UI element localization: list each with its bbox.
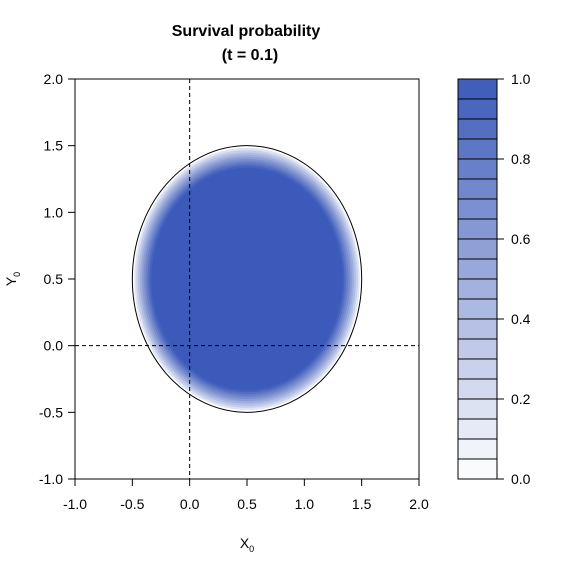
heatmap-bands xyxy=(132,146,361,413)
chart-title-line2: (t = 0.1) xyxy=(222,47,278,64)
colorbar-cell xyxy=(458,99,497,119)
colorbar-cell xyxy=(458,339,497,359)
colorbar-cell xyxy=(458,359,497,379)
y-tick-label: -0.5 xyxy=(39,404,63,420)
colorbar-cell xyxy=(458,119,497,139)
colorbar-cell xyxy=(458,259,497,279)
colorbar-tick-label: 0.2 xyxy=(511,391,531,407)
y-tick-label: 2.0 xyxy=(44,71,64,87)
x-tick-label: -1.0 xyxy=(63,496,87,512)
colorbar-cell xyxy=(458,439,497,459)
y-axis: -1.0 -0.5 0.0 0.5 1.0 1.5 2.0 xyxy=(39,71,75,487)
colorbar-tick-label: 0.8 xyxy=(511,151,531,167)
x-tick-label: -0.5 xyxy=(120,496,144,512)
x-tick-label: 0.0 xyxy=(180,496,200,512)
x-tick-label: 2.0 xyxy=(409,496,429,512)
x-tick-label: 0.5 xyxy=(237,496,257,512)
colorbar-tick-label: 0.4 xyxy=(511,311,531,327)
colorbar-cell xyxy=(458,79,497,99)
colorbar-cell xyxy=(458,399,497,419)
y-tick-label: 1.0 xyxy=(44,204,64,220)
x-tick-label: 1.5 xyxy=(352,496,372,512)
colorbar-cell xyxy=(458,379,497,399)
x-axis-label-subscript: 0 xyxy=(249,544,254,554)
colorbar-cell xyxy=(458,179,497,199)
colorbar-cell xyxy=(458,219,497,239)
plot-area xyxy=(75,79,419,479)
y-tick-label: -1.0 xyxy=(39,471,63,487)
heatmap-band xyxy=(245,277,249,281)
y-tick-label: 0.5 xyxy=(44,271,64,287)
colorbar-cell xyxy=(458,139,497,159)
colorbar-tick-label: 1.0 xyxy=(511,71,531,87)
colorbar: 0.0 0.2 0.4 0.6 0.8 1.0 xyxy=(458,71,531,487)
y-axis-label-subscript: 0 xyxy=(12,272,22,277)
colorbar-cells xyxy=(458,79,497,479)
colorbar-cell xyxy=(458,459,497,479)
colorbar-tick-label: 0.6 xyxy=(511,231,531,247)
colorbar-cell xyxy=(458,199,497,219)
colorbar-cell xyxy=(458,419,497,439)
y-tick-label: 1.5 xyxy=(44,138,64,154)
colorbar-cell xyxy=(458,319,497,339)
colorbar-ticks: 0.0 0.2 0.4 0.6 0.8 1.0 xyxy=(497,71,531,487)
colorbar-tick-label: 0.0 xyxy=(511,471,531,487)
colorbar-cell xyxy=(458,239,497,259)
x-axis: -1.0 -0.5 0.0 0.5 1.0 1.5 2.0 xyxy=(63,479,429,512)
heatmap-layer xyxy=(132,146,361,413)
y-axis-label: Y0 xyxy=(3,272,22,286)
colorbar-cell xyxy=(458,279,497,299)
y-tick-label: 0.0 xyxy=(44,338,64,354)
chart-title-line1: Survival probability xyxy=(172,23,321,40)
x-axis-label: X0 xyxy=(240,535,254,554)
colorbar-cell xyxy=(458,159,497,179)
x-tick-label: 1.0 xyxy=(295,496,315,512)
colorbar-cell xyxy=(458,299,497,319)
